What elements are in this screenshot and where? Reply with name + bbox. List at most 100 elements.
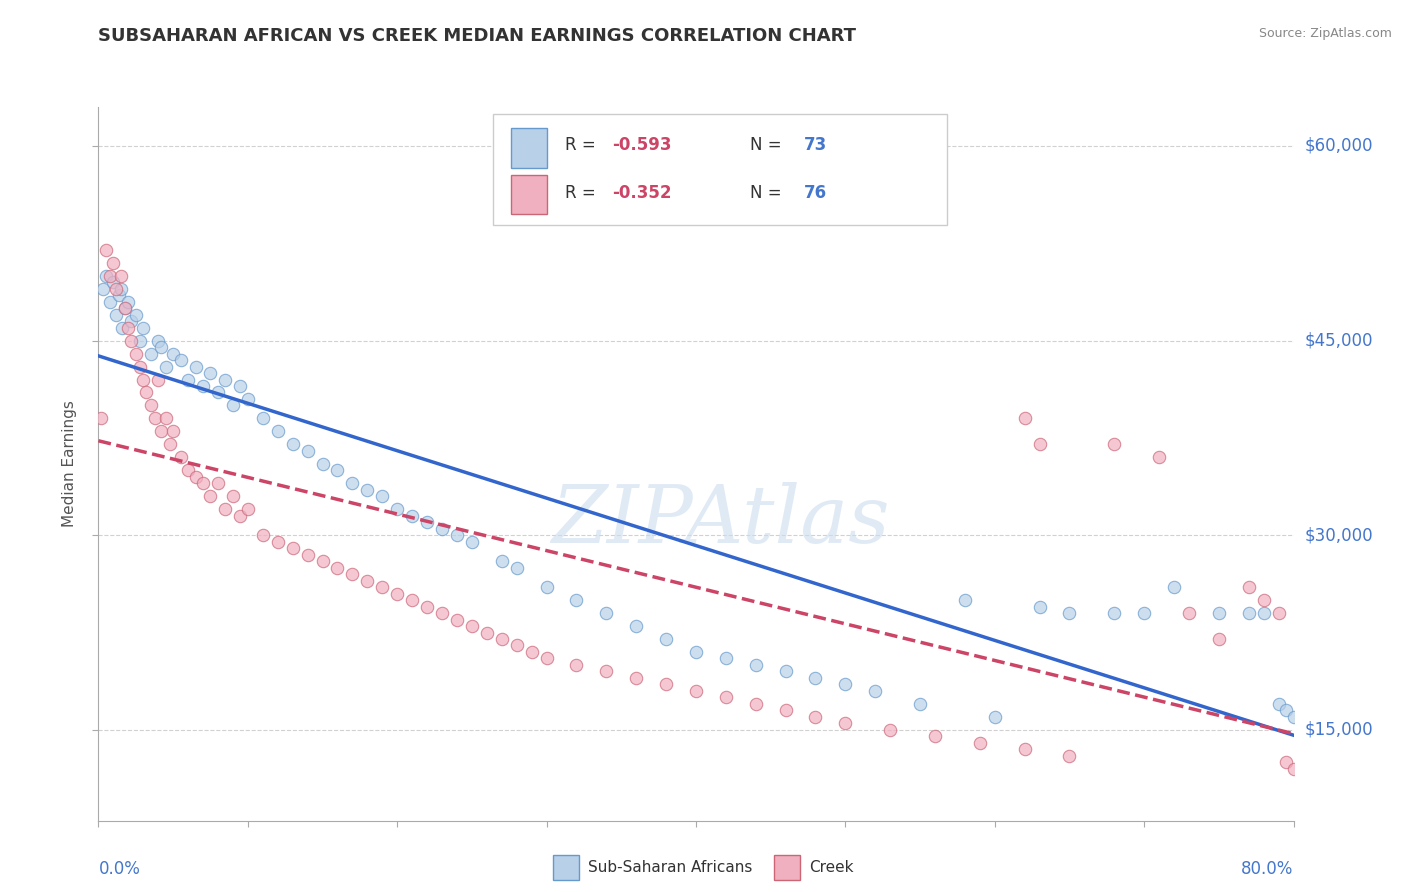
Point [1267, 697, 1289, 711]
Point [159, 437, 181, 451]
Point [90, 411, 112, 425]
Text: $45,000: $45,000 [1305, 332, 1374, 350]
Point [169, 353, 191, 368]
Point [150, 425, 173, 439]
Point [229, 379, 252, 393]
Point [148, 334, 170, 348]
Point [475, 625, 498, 640]
Point [371, 489, 394, 503]
Text: 76: 76 [804, 184, 827, 202]
Point [326, 560, 349, 574]
Point [150, 340, 173, 354]
Point [1059, 748, 1081, 763]
Point [191, 476, 214, 491]
Text: -0.593: -0.593 [612, 136, 672, 153]
Point [143, 411, 166, 425]
Point [1208, 606, 1230, 620]
Point [110, 282, 132, 296]
Point [207, 476, 229, 491]
Point [446, 528, 468, 542]
Point [506, 639, 529, 653]
Point [1102, 437, 1125, 451]
Point [177, 463, 200, 477]
Point [1253, 606, 1275, 620]
Point [1267, 606, 1289, 620]
Point [565, 657, 588, 672]
Point [685, 645, 707, 659]
Point [117, 294, 139, 309]
Point [745, 657, 768, 672]
Text: $15,000: $15,000 [1305, 721, 1374, 739]
Point [252, 411, 274, 425]
Point [1102, 606, 1125, 620]
Point [385, 502, 409, 516]
Point [200, 366, 222, 380]
Point [536, 651, 558, 665]
Point [117, 320, 139, 334]
Text: Source: ZipAtlas.com: Source: ZipAtlas.com [1258, 27, 1392, 40]
Text: ZIPAtlas: ZIPAtlas [551, 483, 889, 559]
Point [222, 399, 245, 413]
Point [105, 282, 128, 296]
Text: Creek: Creek [810, 860, 853, 874]
FancyBboxPatch shape [494, 114, 946, 225]
Point [1282, 710, 1305, 724]
Point [139, 346, 162, 360]
Point [595, 665, 617, 679]
Point [214, 372, 236, 386]
Point [371, 580, 394, 594]
Point [111, 320, 134, 334]
Text: N =: N = [749, 136, 786, 153]
Point [105, 308, 128, 322]
Point [804, 710, 827, 724]
Point [461, 619, 484, 633]
Point [461, 534, 484, 549]
Point [114, 301, 136, 315]
Point [1028, 599, 1050, 614]
Point [125, 346, 148, 360]
Point [385, 586, 409, 600]
Point [132, 320, 155, 334]
Text: $60,000: $60,000 [1305, 137, 1374, 155]
Point [252, 528, 274, 542]
FancyBboxPatch shape [510, 128, 547, 168]
Point [1237, 580, 1260, 594]
Point [162, 346, 184, 360]
Point [624, 671, 647, 685]
Point [120, 314, 142, 328]
Text: -0.352: -0.352 [612, 184, 672, 202]
Point [775, 665, 797, 679]
FancyBboxPatch shape [773, 855, 800, 880]
Point [1178, 606, 1201, 620]
Point [416, 515, 439, 529]
Point [624, 619, 647, 633]
Point [191, 379, 214, 393]
Point [1282, 762, 1305, 776]
Point [506, 560, 529, 574]
Point [125, 308, 148, 322]
Point [953, 593, 976, 607]
Point [446, 613, 468, 627]
Point [908, 697, 931, 711]
Point [200, 489, 222, 503]
Point [356, 483, 378, 497]
Text: 80.0%: 80.0% [1241, 860, 1294, 878]
Point [162, 425, 184, 439]
Point [714, 651, 737, 665]
Point [714, 690, 737, 705]
Point [108, 288, 131, 302]
Point [969, 736, 991, 750]
Point [311, 457, 333, 471]
Point [536, 580, 558, 594]
Point [1208, 632, 1230, 646]
Text: 73: 73 [804, 136, 827, 153]
Point [775, 703, 797, 717]
Point [267, 534, 290, 549]
Point [983, 710, 1005, 724]
Point [834, 677, 856, 691]
Point [311, 554, 333, 568]
Point [132, 372, 155, 386]
Point [91, 282, 114, 296]
Point [924, 729, 946, 743]
Point [98, 268, 122, 283]
